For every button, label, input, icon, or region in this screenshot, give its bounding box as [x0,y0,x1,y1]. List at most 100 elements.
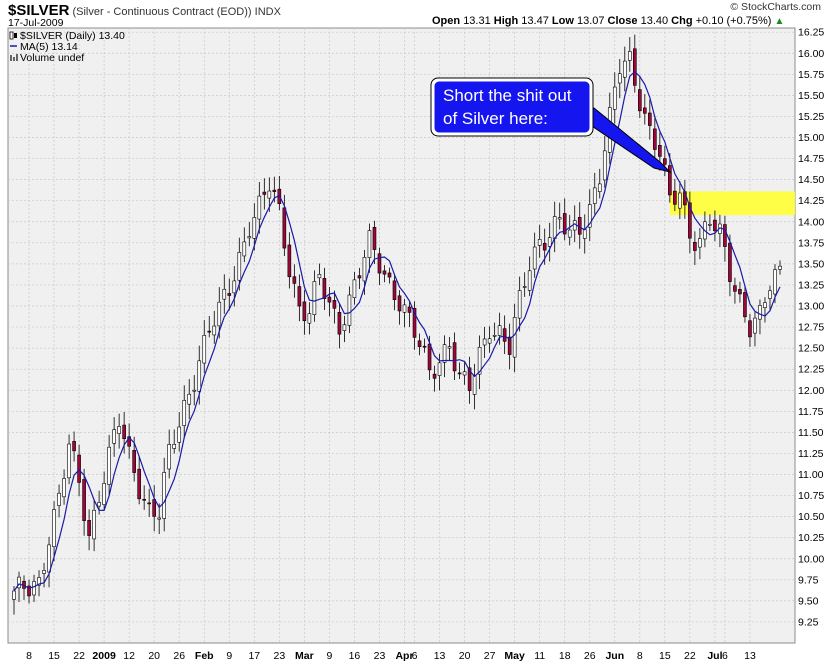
y-tick-label: 14.50 [798,174,824,186]
candle-body [117,426,121,434]
resistance-zone [669,191,795,216]
y-tick-label: 9.25 [798,616,819,628]
open-value: 13.31 [463,15,491,27]
y-tick-label: 10.25 [798,532,824,544]
candle-body [532,246,537,270]
candle-body [97,502,101,507]
candle-body [32,581,36,596]
y-tick-label: 15.00 [798,132,824,144]
callout-border [430,77,594,137]
x-tick-label: 26 [584,650,596,662]
candle-body [327,296,332,303]
candle-body [502,328,507,342]
callout-box [431,78,593,136]
y-tick-label: 11.25 [798,448,824,460]
candle-body [427,343,432,371]
candle-body [658,145,662,157]
candle-body [262,191,267,195]
candle-body [643,107,647,114]
x-tick-label: 6 [722,650,728,662]
candle-body [137,468,141,500]
candle-body [62,478,66,498]
candle-body [678,192,682,209]
y-tick-label: 11.00 [798,469,824,481]
symbol: $SILVER [8,2,70,19]
candle-body [292,276,297,284]
candle-body [567,229,572,238]
candle-body [713,219,717,232]
x-tick-label: 17 [248,650,260,662]
candle-body [597,183,602,192]
legend-ma: MA(5) 13.14 [20,41,78,53]
candle-body [212,325,217,336]
candle-body [222,288,227,300]
candle-body [482,338,487,346]
candle-body [587,204,592,228]
candle-body [437,362,442,376]
x-tick-label: 9 [226,650,232,662]
chg-value: +0.10 (+0.75%) [695,15,772,27]
candle-body [237,252,242,281]
candle-body [467,367,472,391]
y-tick-label: 15.25 [798,111,824,123]
close-label: Close [607,15,638,27]
x-tick-label: 27 [484,650,496,662]
candle-body [592,187,597,204]
x-tick-label: 22 [73,650,85,662]
callout: Short the shit out of Silver here: [430,77,672,173]
candle-body [57,492,61,506]
low-label: Low [551,15,574,27]
x-tick-label: 12 [123,650,135,662]
chart-header-left: $SILVER (Silver - Continuous Contract (E… [8,2,281,19]
y-tick-label: 14.25 [798,195,824,207]
y-tick-label: 15.50 [798,90,824,102]
candle-body [698,238,702,248]
candle-body [452,342,457,372]
candle-body [142,498,146,501]
description: (Silver - Continuous Contract (EOD)) [72,6,252,18]
high-label: High [493,15,519,27]
candle-body [728,242,732,282]
y-tick-label: 12.25 [798,364,824,376]
x-tick-label: Jul [707,650,722,662]
candle-body [562,213,567,235]
low-value: 13.07 [576,15,605,27]
candle-body [332,300,337,309]
candle-body [412,308,417,338]
legend-volume: Volume undef [20,52,84,64]
x-tick-label: 20 [459,650,471,662]
callout-line-2: of Silver here: [443,109,548,128]
candle-body [297,286,302,307]
callout-line-1: Short the shit out [443,86,572,105]
x-tick-label: 15 [659,650,671,662]
candlestick-icon [9,31,17,40]
candle-body [202,335,207,364]
candle-body [758,305,762,320]
candle-body [673,190,677,205]
candle-body [247,236,252,239]
x-tick-label: 13 [744,650,756,662]
y-tick-label: 16.00 [798,48,824,60]
candle-body [362,257,367,282]
candle-body [312,281,317,315]
candle-body [648,112,652,126]
candle-body [773,269,777,295]
candle-body [668,165,672,196]
candle-body [387,272,392,278]
candle-body [112,429,116,444]
candle-body [517,290,522,319]
x-tick-label: 6 [412,650,418,662]
x-tick-label: 2009 [92,650,116,662]
candle-body [612,86,617,110]
candle-body [748,320,752,338]
y-tick-label: 13.25 [798,279,824,291]
candle-body [207,330,212,333]
candle-body [17,576,21,589]
x-tick-label: 9 [326,650,332,662]
candle-body [172,443,177,449]
x-tick-label: 16 [349,650,361,662]
candle-body [282,207,287,249]
candle-body [447,346,452,349]
candle-body [197,360,202,392]
